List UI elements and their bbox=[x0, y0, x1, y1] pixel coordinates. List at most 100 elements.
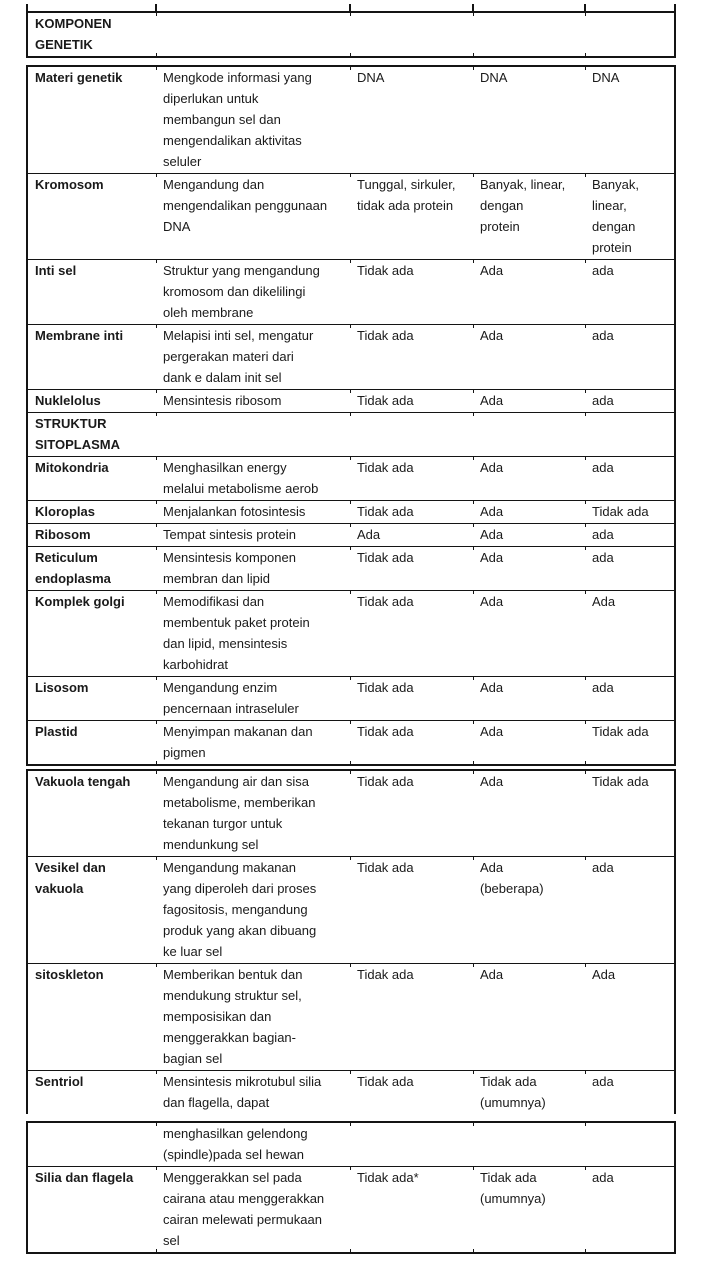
value-cell-3: ada bbox=[585, 524, 674, 546]
value-cell-1: Tidak ada bbox=[350, 721, 473, 764]
value-cell-1 bbox=[350, 413, 473, 456]
function-description-cell: Menjalankan fotosintesis bbox=[156, 501, 350, 523]
value-cell-3: Ada bbox=[585, 964, 674, 1070]
value-cell-1: Tidak ada bbox=[350, 390, 473, 412]
value-cell-2: Ada (beberapa) bbox=[473, 857, 585, 963]
value-cell-2 bbox=[473, 13, 585, 56]
function-description-cell: Mengandung dan mengendalikan penggunaan … bbox=[156, 174, 350, 259]
table-row: Plastid Menyimpan makanan dan pigmen Tidak… bbox=[28, 720, 674, 764]
table-row: Materi genetik Mengkode informasi yang di… bbox=[28, 67, 674, 173]
function-description-cell: Melapisi inti sel, mengatur pergerakan m… bbox=[156, 325, 350, 389]
function-description-cell: menghasilkan gelendong (spindle)pada sel… bbox=[156, 1123, 350, 1166]
table-segment-cytoplasm-rows: Vakuola tengah Mengandung air dan sisa me… bbox=[26, 769, 676, 1114]
component-name-cell: Reticulum endoplasma bbox=[35, 550, 111, 586]
value-cell-3: ada bbox=[585, 325, 674, 389]
component-name-cell: Plastid bbox=[35, 724, 78, 739]
value-cell-1: Tidak ada bbox=[350, 857, 473, 963]
component-name-cell: Vakuola tengah bbox=[35, 774, 131, 789]
table-row: STRUKTUR SITOPLASMA bbox=[28, 412, 674, 456]
value-cell-3: Ada bbox=[585, 591, 674, 676]
component-name-cell: Komplek golgi bbox=[35, 594, 125, 609]
table-segment-genetic-rows: Materi genetik Mengkode informasi yang di… bbox=[26, 65, 676, 766]
value-cell-3: ada bbox=[585, 677, 674, 720]
table-row: Komplek golgi Memodifikasi dan membentuk … bbox=[28, 590, 674, 676]
table-row: KOMPONEN GENETIK bbox=[28, 13, 674, 56]
function-description-cell: Mensintesis ribosom bbox=[156, 390, 350, 412]
table-row: Inti sel Struktur yang mengandung kromoso… bbox=[28, 259, 674, 324]
value-cell-2: Ada bbox=[473, 677, 585, 720]
component-name-cell: Membrane inti bbox=[35, 328, 124, 343]
value-cell-3: Tidak ada bbox=[585, 771, 674, 856]
value-cell-1 bbox=[350, 13, 473, 56]
value-cell-2: Ada bbox=[473, 457, 585, 500]
value-cell-3: ada bbox=[585, 1167, 674, 1252]
column-tick bbox=[26, 4, 28, 11]
component-name-cell: Lisosom bbox=[35, 680, 89, 695]
function-description-cell: Menghasilkan energy melalui metabolisme … bbox=[156, 457, 350, 500]
component-name-cell: Mitokondria bbox=[35, 460, 109, 475]
table-row: Mitokondria Menghasilkan energy melalui m… bbox=[28, 456, 674, 500]
component-name-cell: Kloroplas bbox=[35, 504, 95, 519]
table-row: Silia dan flagela Menggerakkan sel pada c… bbox=[28, 1166, 674, 1252]
value-cell-3: ada bbox=[585, 1071, 674, 1114]
function-description-cell: Mengandung air dan sisa metabolisme, mem… bbox=[156, 771, 350, 856]
value-cell-1: Tidak ada bbox=[350, 547, 473, 590]
value-cell-3: DNA bbox=[585, 67, 674, 173]
component-name-cell: Vesikel dan vakuola bbox=[35, 860, 106, 896]
table-row: Sentriol Mensintesis mikrotubul silia dan… bbox=[28, 1070, 674, 1114]
table-segment-continuation-rows: menghasilkan gelendong (spindle)pada sel… bbox=[26, 1121, 676, 1254]
value-cell-2: Ada bbox=[473, 721, 585, 764]
function-description-cell bbox=[156, 13, 350, 56]
function-description-cell: Tempat sintesis protein bbox=[156, 524, 350, 546]
table-cutoff-bottom bbox=[26, 1254, 676, 1260]
value-cell-3: ada bbox=[585, 260, 674, 324]
component-name-cell: Silia dan flagela bbox=[35, 1170, 134, 1185]
table-row: Kloroplas Menjalankan fotosintesis Tidak a… bbox=[28, 500, 674, 523]
function-description-cell bbox=[156, 413, 350, 456]
column-tick bbox=[584, 4, 586, 11]
value-cell-1: Tidak ada bbox=[350, 501, 473, 523]
value-cell-1 bbox=[350, 1123, 473, 1166]
value-cell-1: DNA bbox=[350, 67, 473, 173]
value-cell-2: Ada bbox=[473, 964, 585, 1070]
component-name-cell: KOMPONEN GENETIK bbox=[35, 16, 112, 52]
component-name-cell: Sentriol bbox=[35, 1074, 84, 1089]
value-cell-2: Ada bbox=[473, 524, 585, 546]
value-cell-1: Ada bbox=[350, 524, 473, 546]
function-description-cell: Mengandung enzim pencernaan intraseluler bbox=[156, 677, 350, 720]
function-description-cell: Mengkode informasi yang diperlukan untuk… bbox=[156, 67, 350, 173]
column-tick bbox=[472, 4, 474, 11]
value-cell-1: Tidak ada bbox=[350, 457, 473, 500]
table-row: Vakuola tengah Mengandung air dan sisa me… bbox=[28, 771, 674, 856]
value-cell-1: Tidak ada bbox=[350, 1071, 473, 1114]
value-cell-3: ada bbox=[585, 547, 674, 590]
value-cell-2: Banyak, linear, dengan protein bbox=[473, 174, 585, 259]
table-row: sitoskleton Memberikan bentuk dan menduku… bbox=[28, 963, 674, 1070]
value-cell-2: Ada bbox=[473, 260, 585, 324]
component-name-cell: Materi genetik bbox=[35, 70, 123, 85]
table-row: menghasilkan gelendong (spindle)pada sel… bbox=[28, 1123, 674, 1166]
function-description-cell: Mensintesis komponen membran dan lipid bbox=[156, 547, 350, 590]
component-name-cell: STRUKTUR SITOPLASMA bbox=[35, 416, 120, 452]
table-row: Ribosom Tempat sintesis protein Ada Ada ada bbox=[28, 523, 674, 546]
value-cell-1: Tidak ada bbox=[350, 591, 473, 676]
value-cell-2: Ada bbox=[473, 390, 585, 412]
function-description-cell: Menyimpan makanan dan pigmen bbox=[156, 721, 350, 764]
value-cell-3: Tidak ada bbox=[585, 501, 674, 523]
value-cell-1: Tidak ada bbox=[350, 325, 473, 389]
table-cutoff-top bbox=[26, 4, 676, 11]
value-cell-2: DNA bbox=[473, 67, 585, 173]
value-cell-1: Tidak ada bbox=[350, 771, 473, 856]
table-row: Membrane inti Melapisi inti sel, mengatur… bbox=[28, 324, 674, 389]
table-row: Reticulum endoplasma Mensintesis komponen… bbox=[28, 546, 674, 590]
value-cell-1: Tidak ada bbox=[350, 964, 473, 1070]
value-cell-3 bbox=[585, 13, 674, 56]
value-cell-2: Ada bbox=[473, 591, 585, 676]
value-cell-3: Tidak ada bbox=[585, 721, 674, 764]
value-cell-2: Ada bbox=[473, 771, 585, 856]
component-name-cell: sitoskleton bbox=[35, 967, 104, 982]
table-row: Lisosom Mengandung enzim pencernaan intra… bbox=[28, 676, 674, 720]
function-description-cell: Mengandung makanan yang diperoleh dari p… bbox=[156, 857, 350, 963]
function-description-cell: Menggerakkan sel pada cairana atau mengg… bbox=[156, 1167, 350, 1252]
value-cell-1: Tunggal, sirkuler, tidak ada protein bbox=[350, 174, 473, 259]
